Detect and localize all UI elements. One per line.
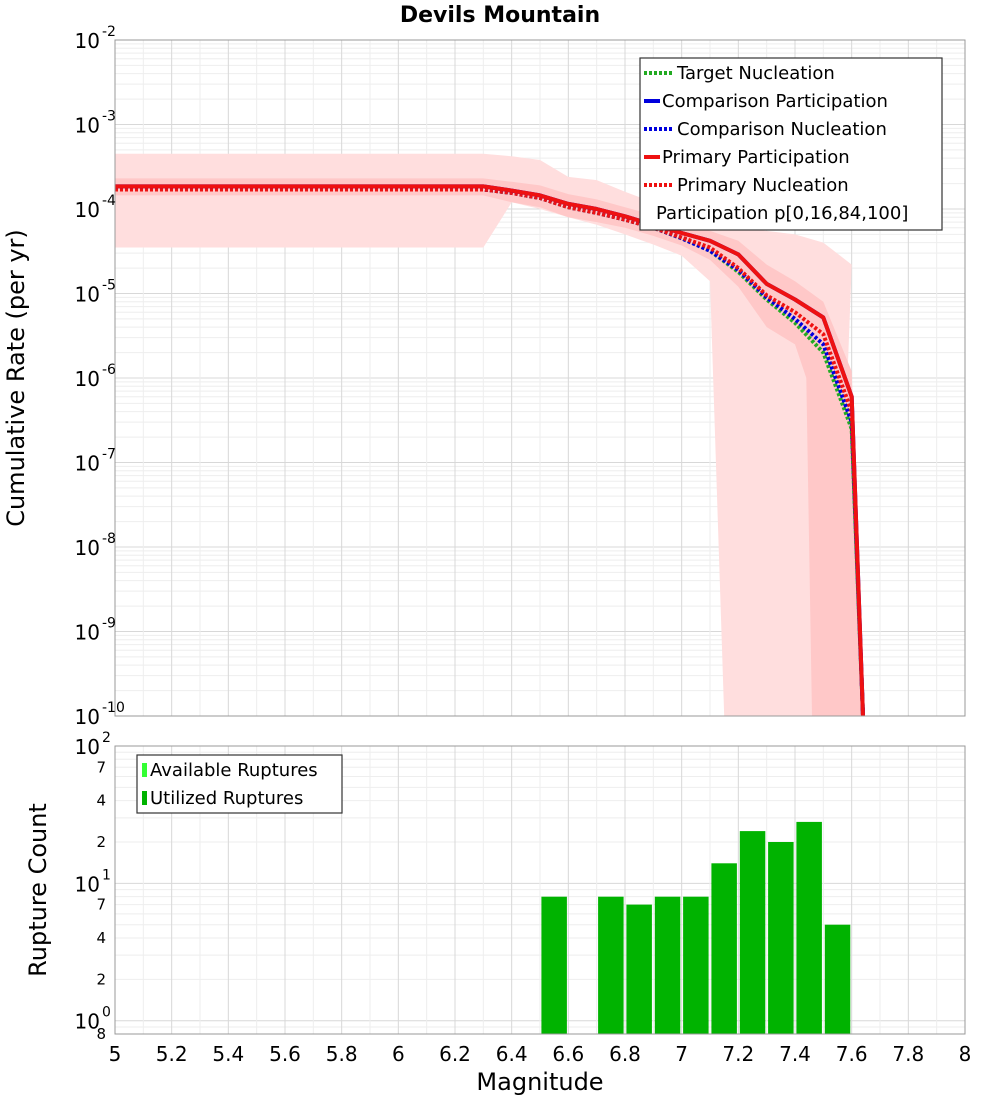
rupture-y-tick-exponent: 2	[102, 730, 111, 746]
rupture-y-minor-tick-label: 4	[96, 792, 106, 810]
rupture-y-minor-tick-label: 7	[96, 758, 106, 776]
legend-label-comparison-participation: Comparison Participation	[662, 91, 888, 112]
rupture-bar	[541, 896, 567, 1034]
rate-y-tick-label: 10	[75, 114, 100, 138]
legend-label-primary-nucleation: Primary Nucleation	[677, 175, 849, 196]
rupture-bar	[626, 904, 652, 1034]
rupture-y-minor-tick-label: 7	[96, 896, 106, 914]
rupture-bar	[683, 896, 709, 1034]
rupture-y-minor-tick-label: 8	[96, 1025, 106, 1043]
rupture-plot-x-ticks: 5 5.2 5.4 5.6 5.8 6 6.2 6.4 6.6 6.8 7 7.2 7.4 7.6 7.8 8	[109, 1042, 972, 1066]
rupture-y-tick-label: 10	[75, 872, 100, 896]
rate-plot-y-axis-label: Cumulative Rate (per yr)	[2, 229, 30, 527]
rupture-bar	[598, 896, 624, 1034]
rate-y-tick-exponent: -3	[102, 109, 116, 125]
rupture-plot-legend: Available Ruptures Utilized Ruptures	[136, 754, 343, 814]
rate-y-tick-label: 10	[75, 29, 100, 53]
legend-label-participation-band: Participation p[0,16,84,100]	[656, 203, 908, 224]
x-tick-label: 6	[392, 1042, 405, 1066]
rate-y-tick-exponent: -7	[102, 447, 116, 463]
x-tick-label: 6.2	[439, 1042, 471, 1066]
rupture-legend-box	[136, 754, 343, 814]
rate-plot-frame	[114, 39, 966, 717]
chart-title: Devils Mountain	[400, 3, 600, 28]
band-p0-p100	[115, 153, 852, 717]
rupture-bar	[824, 924, 851, 1034]
rupture-bar	[711, 863, 737, 1034]
rupture-y-tick-label: 10	[75, 1010, 100, 1034]
legend-label-primary-participation: Primary Participation	[662, 147, 850, 168]
rate-y-tick-label: 10	[75, 283, 100, 307]
rate-y-tick-exponent: -9	[102, 616, 116, 632]
rate-y-tick-exponent: -6	[102, 362, 116, 378]
rate-y-tick-label: 10	[75, 705, 100, 729]
rupture-y-minor-tick-label: 2	[96, 970, 106, 988]
legend-label-utilized-ruptures: Utilized Ruptures	[150, 788, 303, 809]
rupture-bar	[654, 896, 681, 1034]
rate-plot-legend: Target Nucleation Comparison Participati…	[639, 57, 943, 231]
rupture-y-tick-label: 10	[75, 735, 100, 759]
rupture-y-minor-tick-label: 4	[96, 929, 106, 947]
x-tick-label: 7.8	[892, 1042, 924, 1066]
x-tick-label: 7	[675, 1042, 688, 1066]
x-tick-label: 5.4	[212, 1042, 244, 1066]
rate-y-tick-exponent: -4	[102, 193, 116, 209]
rate-y-tick-label: 10	[75, 198, 100, 222]
x-axis-label: Magnitude	[476, 1068, 603, 1096]
x-tick-label: 5.6	[269, 1042, 301, 1066]
rupture-y-minor-tick-label: 2	[96, 833, 106, 851]
rupture-plot-frame	[114, 745, 966, 1035]
rupture-y-tick-exponent: 1	[102, 867, 111, 883]
legend-label-comparison-nucleation: Comparison Nucleation	[677, 119, 887, 140]
x-tick-label: 5.8	[326, 1042, 358, 1066]
rupture-bar	[768, 842, 794, 1034]
rupture-plot-y-axis-label: Rupture Count	[24, 803, 52, 977]
legend-label-target-nucleation: Target Nucleation	[676, 63, 835, 84]
rate-y-tick-exponent: -2	[102, 24, 116, 40]
x-tick-label: 7.2	[722, 1042, 754, 1066]
x-tick-label: 6.8	[609, 1042, 641, 1066]
rate-y-tick-label: 10	[75, 536, 100, 560]
rate-plot-bands	[115, 153, 863, 717]
line-primary-nucleation	[115, 187, 865, 717]
x-tick-label: 5.2	[156, 1042, 188, 1066]
x-tick-label: 7.4	[779, 1042, 811, 1066]
rate-y-tick-label: 10	[75, 621, 100, 645]
rupture-bar	[796, 821, 822, 1034]
rate-legend-box	[639, 57, 943, 231]
x-tick-label: 8	[959, 1042, 972, 1066]
rate-y-tick-exponent: -10	[102, 700, 125, 716]
x-tick-label: 5	[109, 1042, 122, 1066]
rate-y-tick-exponent: -5	[102, 278, 116, 294]
rupture-y-tick-exponent: 0	[102, 1005, 111, 1021]
x-tick-label: 6.4	[496, 1042, 528, 1066]
rupture-plot-bars	[541, 821, 851, 1034]
legend-label-available-ruptures: Available Ruptures	[150, 760, 318, 781]
rate-y-tick-label: 10	[75, 452, 100, 476]
rate-y-tick-label: 10	[75, 367, 100, 391]
rupture-bar	[739, 831, 766, 1034]
x-tick-label: 6.6	[552, 1042, 584, 1066]
x-tick-label: 7.6	[836, 1042, 868, 1066]
rate-y-tick-exponent: -8	[102, 531, 116, 547]
legend-swatch-utilized-ruptures	[142, 791, 147, 805]
legend-swatch-available-ruptures	[142, 763, 147, 777]
